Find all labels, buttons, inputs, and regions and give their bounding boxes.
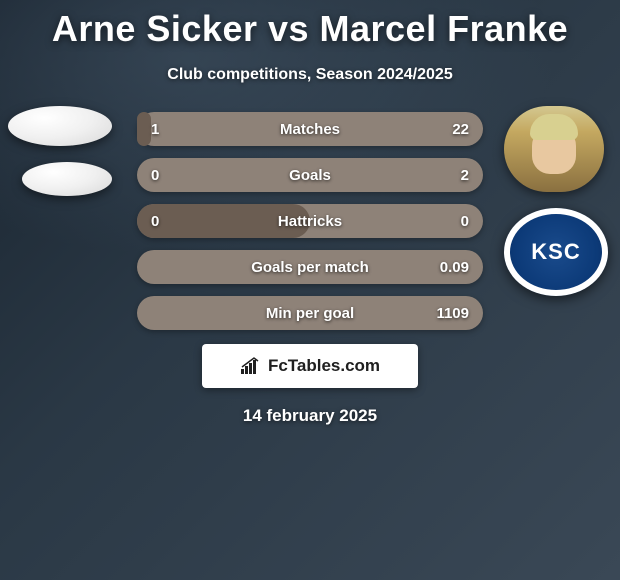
stat-row: Goals per match0.09 bbox=[137, 250, 483, 284]
brand-logo-box: FcTables.com bbox=[202, 344, 418, 388]
left-player-avatars bbox=[8, 106, 112, 212]
content-container: Arne Sicker vs Marcel Franke Club compet… bbox=[0, 0, 620, 426]
subtitle: Club competitions, Season 2024/2025 bbox=[0, 66, 620, 84]
stat-row: 1Matches22 bbox=[137, 112, 483, 146]
stat-label: Hattricks bbox=[137, 213, 483, 230]
player-photo bbox=[504, 106, 604, 192]
stat-label: Matches bbox=[137, 121, 483, 138]
date-text: 14 february 2025 bbox=[0, 406, 620, 426]
stat-value-right: 22 bbox=[452, 121, 469, 138]
stat-row: 0Hattricks0 bbox=[137, 204, 483, 238]
player-avatar-placeholder bbox=[8, 106, 112, 146]
stat-row: 0Goals2 bbox=[137, 158, 483, 192]
stat-label: Goals per match bbox=[137, 259, 483, 276]
club-badge: KSC bbox=[504, 208, 608, 296]
club-badge-text: KSC bbox=[531, 239, 580, 265]
page-title: Arne Sicker vs Marcel Franke bbox=[0, 8, 620, 50]
stat-label: Min per goal bbox=[137, 305, 483, 322]
stat-value-right: 0.09 bbox=[440, 259, 469, 276]
player-avatar-placeholder bbox=[22, 162, 112, 196]
stat-rows: 1Matches220Goals20Hattricks0Goals per ma… bbox=[137, 112, 483, 330]
stat-value-right: 0 bbox=[461, 213, 469, 230]
stat-value-right: 2 bbox=[461, 167, 469, 184]
right-player-avatars: KSC bbox=[504, 106, 608, 296]
stat-row: Min per goal1109 bbox=[137, 296, 483, 330]
brand-logo-text: FcTables.com bbox=[268, 356, 380, 376]
stats-area: KSC 1Matches220Goals20Hattricks0Goals pe… bbox=[0, 112, 620, 426]
stat-value-right: 1109 bbox=[436, 305, 469, 322]
chart-icon bbox=[240, 357, 262, 375]
stat-label: Goals bbox=[137, 167, 483, 184]
